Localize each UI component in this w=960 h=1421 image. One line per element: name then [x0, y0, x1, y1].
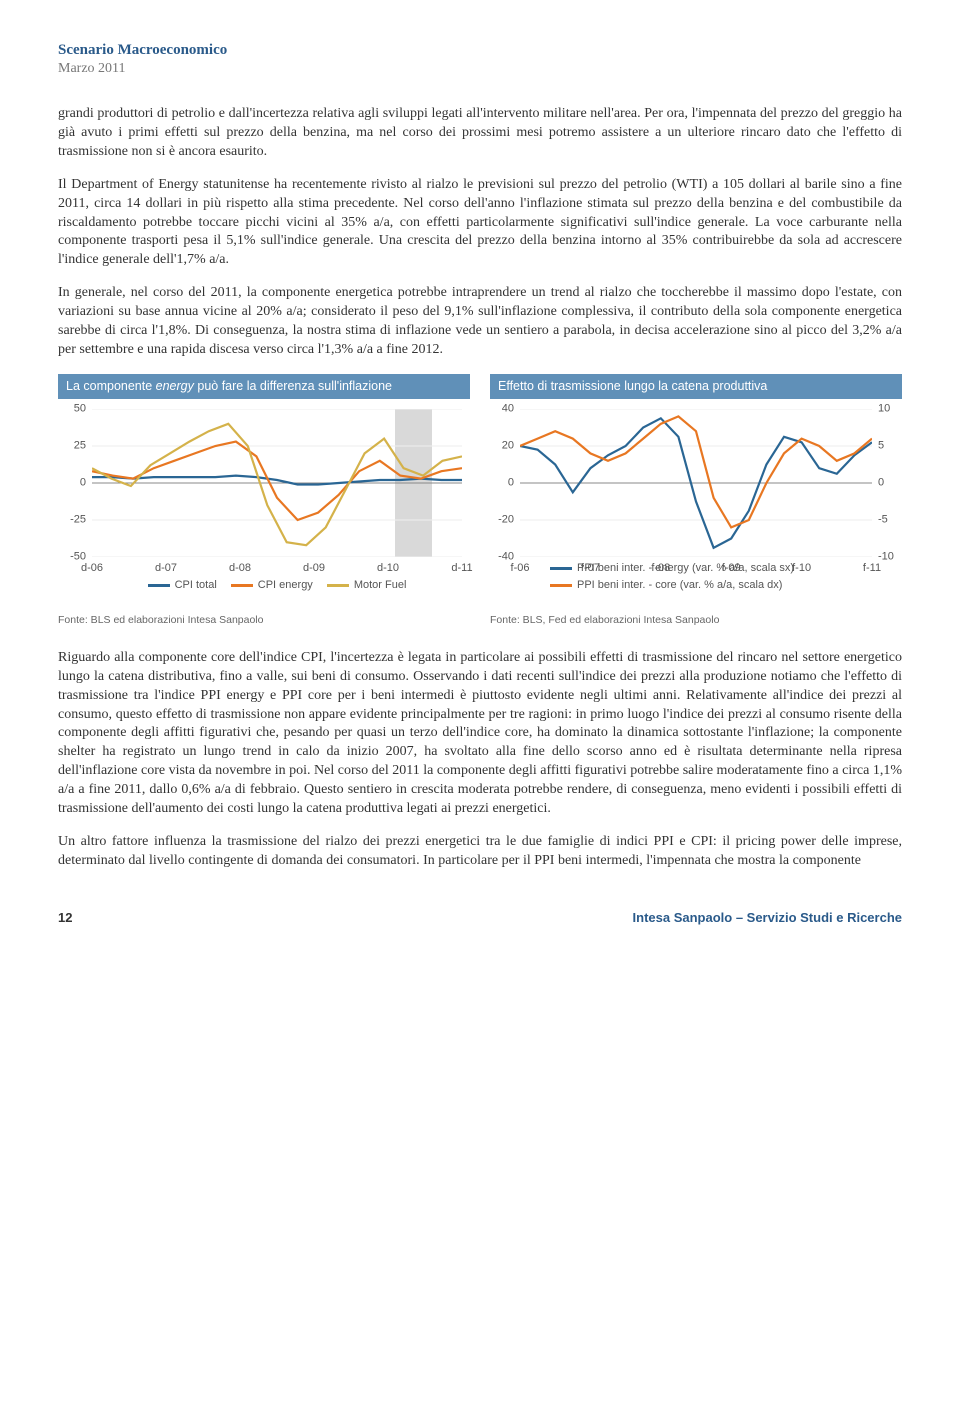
xtick: d-11	[451, 557, 472, 576]
chart1-title: La componente energy può fare la differe…	[58, 374, 470, 399]
chart1-title-em: energy	[156, 379, 194, 393]
chart1-source: Fonte: BLS ed elaborazioni Intesa Sanpao…	[58, 613, 470, 627]
ytick-right: 10	[872, 401, 890, 416]
chart2-title: Effetto di trasmissione lungo la catena …	[490, 374, 902, 399]
chart1-legend: CPI total CPI energy Motor Fuel	[92, 578, 462, 593]
doc-subtitle: Marzo 2011	[58, 60, 902, 79]
ytick-left: -20	[498, 512, 520, 527]
chart-right: Effetto di trasmissione lungo la catena …	[490, 374, 902, 627]
page-footer: 12 Intesa Sanpaolo – Servizio Studi e Ri…	[58, 909, 902, 927]
footer-brand: Intesa Sanpaolo – Servizio Studi e Ricer…	[633, 909, 902, 927]
chart2-svg	[520, 409, 872, 557]
chart1-area: -50-2502550d-06d-07d-08d-09d-10d-11CPI t…	[58, 399, 470, 609]
xtick: d-07	[155, 557, 177, 576]
body-para-2: Il Department of Energy statunitense ha …	[58, 176, 902, 270]
legend-item: PPI beni inter. - energy (var. % a/a, sc…	[550, 561, 794, 576]
xtick: d-09	[303, 557, 325, 576]
ytick: -25	[70, 512, 92, 527]
legend-item: Motor Fuel	[327, 578, 407, 593]
doc-title: Scenario Macroeconomico	[58, 40, 902, 60]
chart2-area: -40-2002040-10-50510f-06f-07f-08f-09f-10…	[490, 399, 902, 609]
ytick: 0	[80, 475, 92, 490]
body-para-4: Riguardo alla componente core dell'indic…	[58, 649, 902, 819]
chart1-title-pre: La componente	[66, 379, 156, 393]
ytick-left: 0	[508, 475, 520, 490]
body-para-3: In generale, nel corso del 2011, la comp…	[58, 284, 902, 360]
chart-left: La componente energy può fare la differe…	[58, 374, 470, 627]
ytick-right: 5	[872, 438, 884, 453]
ytick-right: 0	[872, 475, 884, 490]
chart1-svg	[92, 409, 462, 557]
chart1-title-post: può fare la differenza sull'inflazione	[194, 379, 392, 393]
chart2-source: Fonte: BLS, Fed ed elaborazioni Intesa S…	[490, 613, 902, 627]
page-number: 12	[58, 909, 72, 927]
body-para-5: Un altro fattore influenza la trasmissio…	[58, 833, 902, 871]
ytick: 50	[74, 401, 92, 416]
legend-item: CPI total	[148, 578, 217, 593]
ytick-left: 20	[502, 438, 520, 453]
page-header: Scenario Macroeconomico Marzo 2011	[58, 40, 902, 79]
xtick: d-08	[229, 557, 251, 576]
xtick: d-06	[81, 557, 103, 576]
legend-item: CPI energy	[231, 578, 313, 593]
chart2-legend: PPI beni inter. - energy (var. % a/a, sc…	[550, 561, 872, 593]
ytick-right: -5	[872, 512, 888, 527]
xtick: f-06	[511, 557, 530, 576]
charts-row: La componente energy può fare la differe…	[58, 374, 902, 627]
body-para-1: grandi produttori di petrolio e dall'inc…	[58, 105, 902, 162]
ytick: 25	[74, 438, 92, 453]
legend-item: PPI beni inter. - core (var. % a/a, scal…	[550, 578, 782, 593]
xtick: d-10	[377, 557, 399, 576]
ytick-left: 40	[502, 401, 520, 416]
